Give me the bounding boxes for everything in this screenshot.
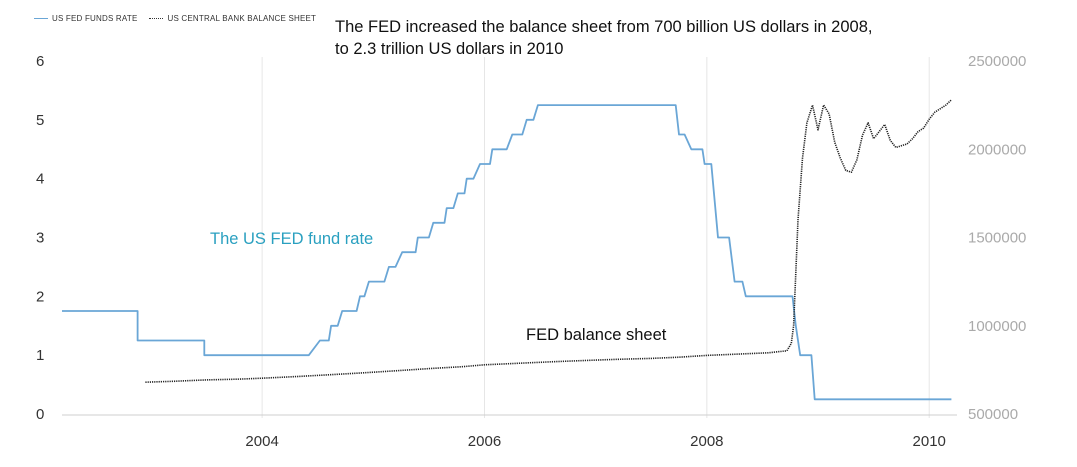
x-tick-label-2004: 2004 [245,433,278,450]
legend-label-balance-sheet: US CENTRAL BANK BALANCE SHEET [167,14,317,23]
annotation-balance-sheet: FED balance sheet [526,326,667,344]
x-tick-label-2008: 2008 [690,433,723,450]
legend-label-fed-rate: US FED FUNDS RATE [52,14,138,23]
y-right-tick-label-500000: 500000 [968,406,1018,423]
y-left-tick-label-1: 1 [36,347,44,364]
y-left-tick-label-5: 5 [36,112,44,129]
grid-lines [62,57,957,418]
y-left-tick-label-4: 4 [36,171,44,188]
y-right-tick-label-2000000: 2000000 [968,141,1026,158]
x-tick-label-2006: 2006 [468,433,501,450]
annotation-main-line1: The FED increased the balance sheet from… [335,18,873,36]
legend-swatch-solid [34,18,48,19]
series-line-balance-sheet [145,99,952,383]
y-left-tick-label-6: 6 [36,53,44,70]
annotation-main: The FED increased the balance sheet from… [335,16,1055,60]
y-right-tick-label-1500000: 1500000 [968,230,1026,247]
y-right-tick-label-1000000: 1000000 [968,318,1026,335]
annotation-main-line2: to 2.3 trillion US dollars in 2010 [335,40,564,58]
x-axis: 2004 2006 2008 2010 [245,433,945,450]
right-axis: 500000 1000000 1500000 2000000 2500000 [968,53,1026,423]
series-line-fed-rate [62,104,952,401]
series-group [62,99,952,401]
y-left-tick-label-3: 3 [36,230,44,247]
legend-swatch-dotted [149,18,164,19]
y-left-tick-label-0: 0 [36,406,44,423]
annotation-fed-rate: The US FED fund rate [210,230,374,248]
y-left-tick-label-2: 2 [36,288,44,305]
legend: US FED FUNDS RATE US CENTRAL BANK BALANC… [34,14,316,23]
legend-item-balance-sheet[interactable]: US CENTRAL BANK BALANCE SHEET [149,14,316,23]
y-right-tick-label-2500000: 2500000 [968,53,1026,70]
legend-item-fed-rate[interactable]: US FED FUNDS RATE [34,14,137,23]
x-tick-label-2010: 2010 [913,433,946,450]
left-axis: 0 1 2 3 4 5 6 [36,53,44,423]
